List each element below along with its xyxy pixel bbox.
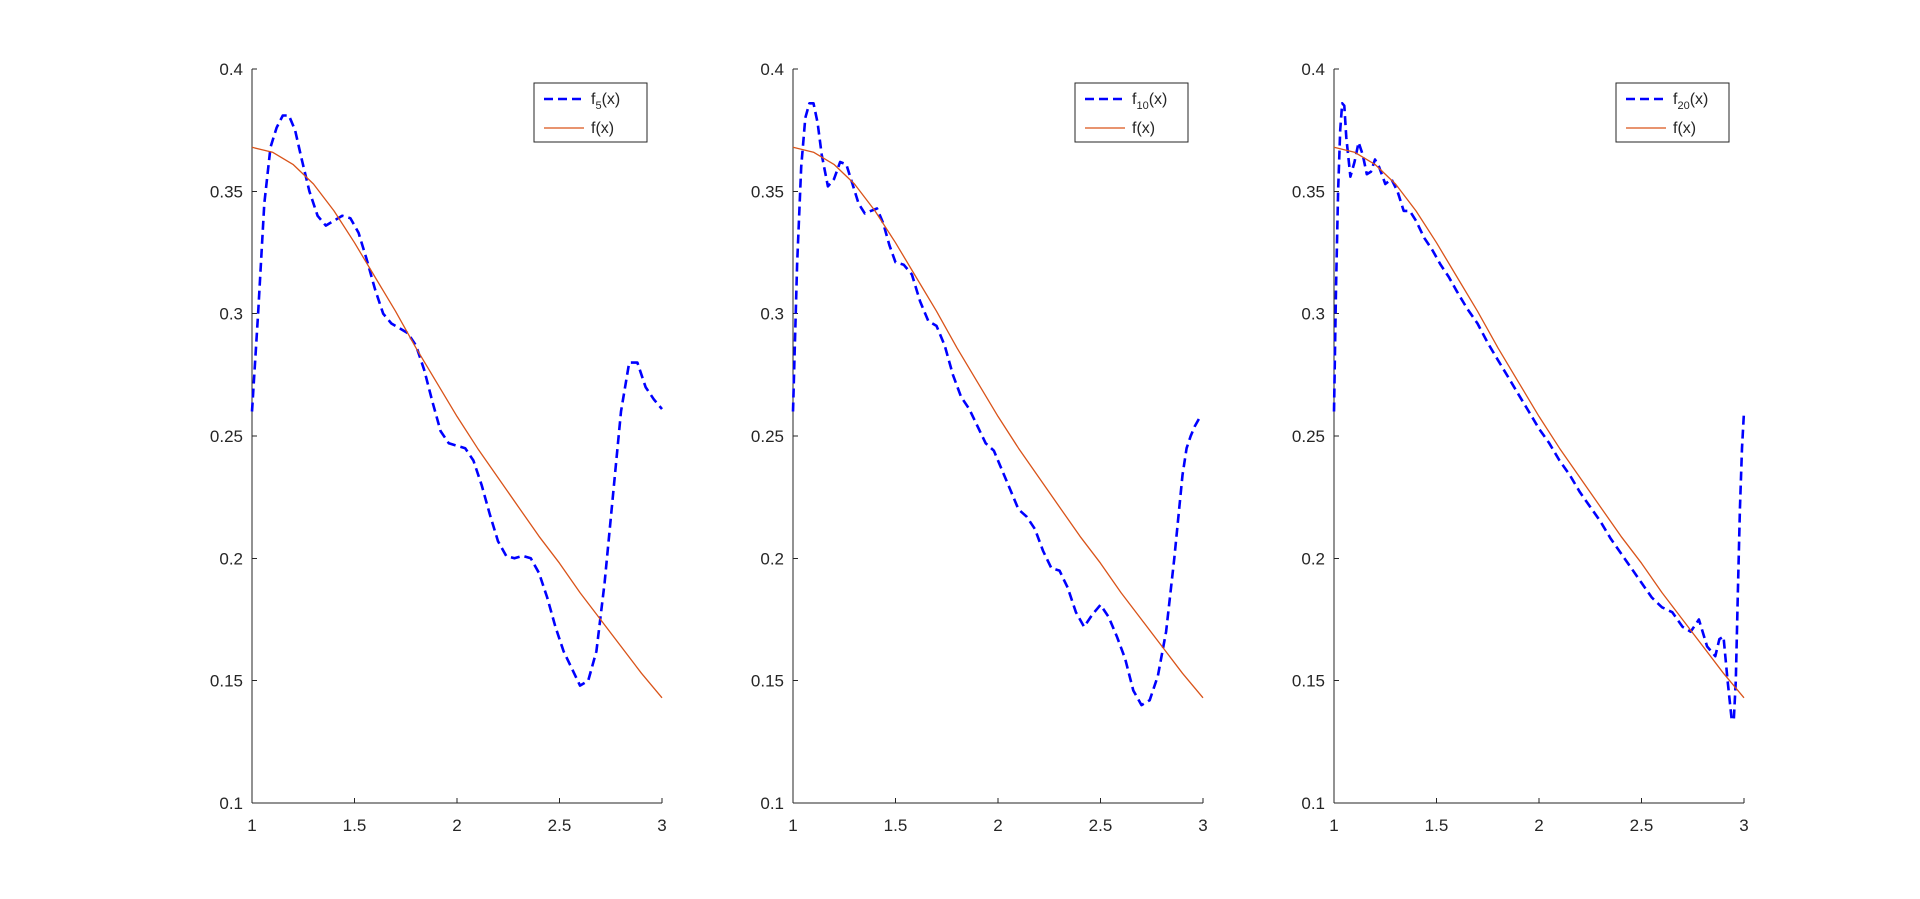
x-tick-label: 3: [657, 816, 666, 835]
legend-label: f(x): [591, 120, 614, 137]
y-tick-label: 0.1: [219, 794, 243, 813]
x-tick-label: 2: [993, 816, 1002, 835]
legend-label-tail: (x): [1690, 91, 1709, 108]
y-tick-label: 0.35: [1292, 182, 1325, 201]
legend-label: f10(x): [1132, 91, 1167, 112]
x-tick-label: 2.5: [1630, 816, 1654, 835]
y-tick-label: 0.25: [1292, 427, 1325, 446]
legend: f5(x)f(x): [533, 82, 648, 143]
legend: f20(x)f(x): [1615, 82, 1730, 143]
y-tick-label: 0.25: [751, 427, 784, 446]
exact-function-line: [1333, 146, 1745, 699]
legend-label: f(x): [1673, 120, 1696, 137]
legend-label-tail: (x): [602, 91, 621, 108]
x-tick-label: 2: [452, 816, 461, 835]
y-tick-label: 0.35: [751, 182, 784, 201]
y-tick-label: 0.3: [219, 305, 243, 324]
y-tick-label: 0.2: [1301, 549, 1325, 568]
subplot-2: 1 1.5 2 2.5 30.10.150.20.250.30.350.4f10(x)f…: [751, 60, 1208, 835]
x-tick-label: 2: [1534, 816, 1543, 835]
legend: f10(x)f(x): [1074, 82, 1189, 143]
legend-box: [1615, 82, 1730, 143]
y-tick-label: 0.4: [1301, 60, 1325, 79]
exact-function-line: [251, 146, 663, 699]
x-tick-label: 1.5: [1425, 816, 1449, 835]
legend-label-main: f(x): [1673, 120, 1696, 137]
y-tick-label: 0.15: [210, 672, 243, 691]
x-tick-label: 1.5: [884, 816, 908, 835]
y-tick-label: 0.2: [219, 549, 243, 568]
legend-label-tail: (x): [1149, 91, 1168, 108]
approximation-line: [1332, 102, 1746, 722]
x-tick-label: 1: [1329, 816, 1338, 835]
legend-label: f(x): [1132, 120, 1155, 137]
x-tick-label: 3: [1739, 816, 1748, 835]
legend-label-subscript: 5: [595, 100, 601, 112]
legend-label-main: f(x): [1132, 120, 1155, 137]
x-tick-label: 1: [788, 816, 797, 835]
x-tick-label: 2.5: [1089, 816, 1113, 835]
legend-box: [1074, 82, 1189, 143]
y-tick-label: 0.3: [1301, 305, 1325, 324]
legend-label-main: f(x): [591, 120, 614, 137]
x-tick-label: 2.5: [548, 816, 572, 835]
y-tick-label: 0.4: [219, 60, 243, 79]
approximation-line: [250, 114, 663, 687]
exact-function-line: [792, 146, 1204, 699]
y-tick-label: 0.35: [210, 182, 243, 201]
y-tick-label: 0.4: [760, 60, 784, 79]
y-tick-label: 0.1: [1301, 794, 1325, 813]
x-tick-label: 1.5: [343, 816, 367, 835]
legend-label-main: f: [1673, 91, 1678, 108]
y-tick-label: 0.15: [751, 672, 784, 691]
y-tick-label: 0.3: [760, 305, 784, 324]
y-tick-label: 0.25: [210, 427, 243, 446]
legend-box: [533, 82, 648, 143]
subplot-3: 1 1.5 2 2.5 30.10.150.20.250.30.350.4f20(x)f…: [1292, 60, 1749, 835]
y-tick-label: 0.15: [1292, 672, 1325, 691]
legend-label-subscript: 10: [1136, 100, 1148, 112]
x-tick-label: 3: [1198, 816, 1207, 835]
legend-label: f20(x): [1673, 91, 1708, 112]
subplot-1: 1 1.5 2 2.5 30.10.150.20.250.30.350.4f5(x)f(…: [210, 60, 667, 835]
x-tick-label: 1: [247, 816, 256, 835]
legend-label-subscript: 20: [1677, 100, 1689, 112]
legend-label-main: f: [1132, 91, 1137, 108]
y-tick-label: 0.2: [760, 549, 784, 568]
legend-label-main: f: [591, 91, 596, 108]
legend-label: f5(x): [591, 91, 620, 112]
approximation-line: [791, 102, 1204, 707]
y-tick-label: 0.1: [760, 794, 784, 813]
